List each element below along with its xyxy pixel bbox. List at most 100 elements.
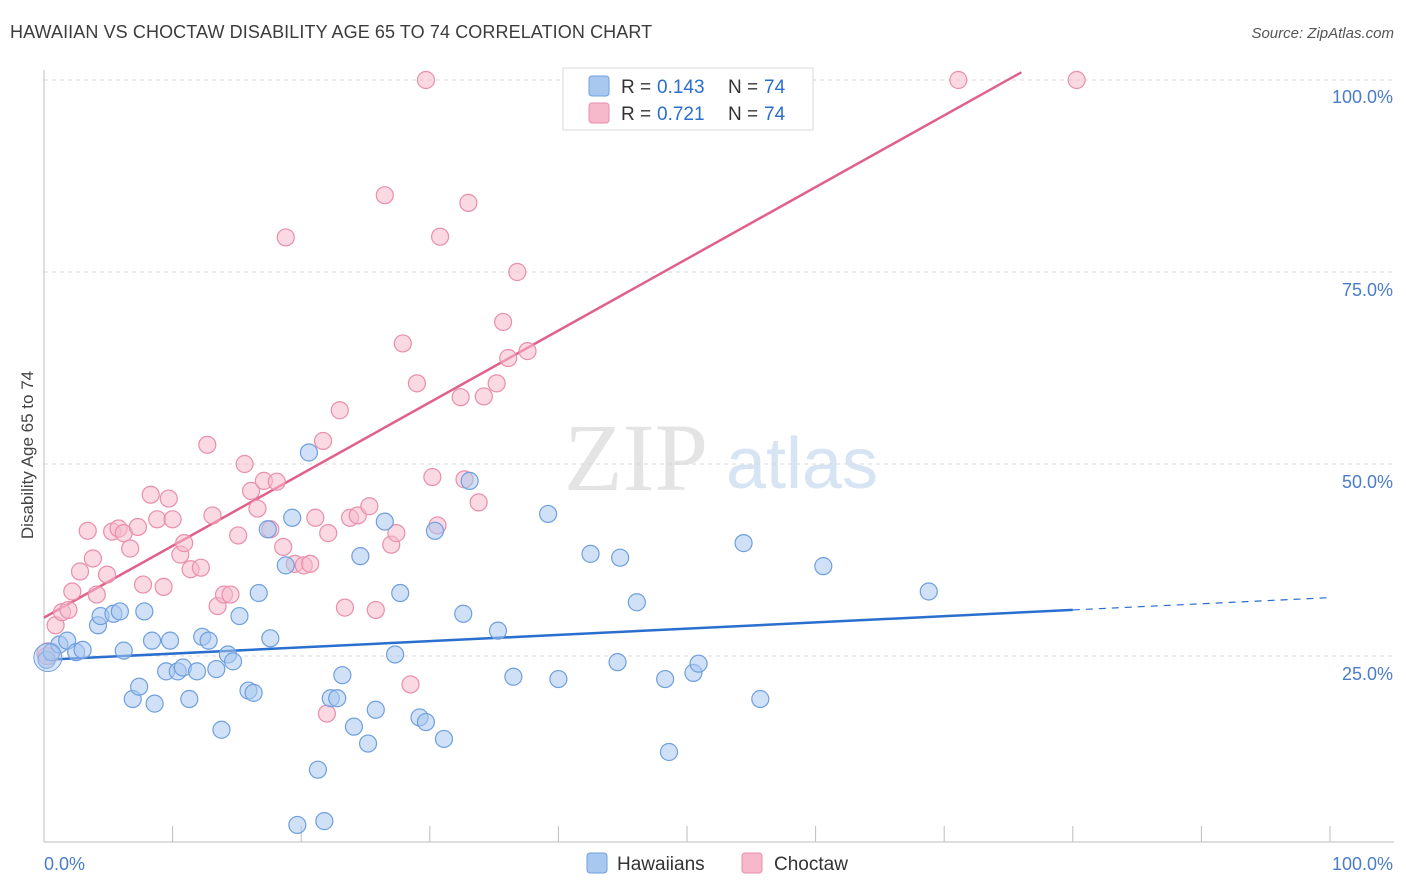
- hawaiian-point: [488, 621, 508, 640]
- hawaiian-point: [145, 694, 164, 713]
- choctaw-point: [83, 549, 102, 568]
- choctaw-point: [141, 485, 160, 504]
- hawaiian-point: [608, 653, 627, 672]
- choctaw-point: [366, 600, 385, 620]
- choctaw-point: [191, 558, 210, 577]
- hawaiian-point: [199, 631, 218, 650]
- choctaw-point: [401, 675, 420, 694]
- hawaiian-point: [160, 631, 180, 650]
- hawaiian-point: [212, 720, 231, 739]
- choctaw-point: [518, 342, 537, 361]
- hawaiian-point: [416, 712, 436, 732]
- hawaiian-points: [33, 443, 938, 835]
- chart-title: HAWAIIAN VS CHOCTAW DISABILITY AGE 65 TO…: [10, 22, 653, 42]
- legend-r-label: R =: [621, 104, 651, 125]
- hawaiian-point: [276, 556, 295, 575]
- choctaw-point: [163, 510, 182, 529]
- stats-legend: R = 0.143 N = 74 R = 0.721 N = 74: [562, 67, 814, 131]
- hawaiian-point: [539, 504, 558, 524]
- legend-r-label: R =: [621, 77, 651, 98]
- grid-layer: [44, 79, 1394, 657]
- bottom-legend-swatch-hawaiians: [586, 852, 608, 874]
- hawaiian-point: [328, 689, 347, 708]
- choctaw-point: [306, 508, 325, 527]
- hawaiian-point: [460, 471, 479, 490]
- choctaw-point: [274, 537, 293, 557]
- choctaw-point: [387, 524, 406, 543]
- choctaw-point: [221, 585, 240, 604]
- bottom-legend-hawaiians: Hawaiians: [617, 854, 705, 875]
- choctaw-point: [159, 489, 178, 508]
- choctaw-point: [154, 577, 173, 596]
- x-tick-label: 100.0%: [1332, 854, 1393, 874]
- choctaw-point: [203, 506, 222, 525]
- hawaiian-point: [73, 640, 92, 659]
- legend-swatch-hawaiians: [588, 75, 610, 97]
- hawaiian-point: [244, 683, 263, 702]
- choctaw-point: [335, 598, 355, 617]
- hawaiian-point: [391, 583, 410, 603]
- hawaiian-point: [627, 593, 646, 612]
- hawaiian-point: [351, 547, 370, 566]
- hawaiian-point: [114, 641, 133, 660]
- x-tick-label: 0.0%: [44, 854, 85, 874]
- choctaw-point: [407, 374, 427, 393]
- hawaiian-point: [187, 662, 207, 681]
- hawaiian-point: [180, 689, 199, 709]
- hawaiian-point: [656, 669, 675, 689]
- legend-r-value: 0.143: [657, 77, 705, 98]
- choctaw-point: [97, 565, 117, 584]
- y-tick-label: 25.0%: [1342, 664, 1393, 684]
- choctaw-point: [430, 227, 450, 246]
- choctaw-point: [267, 472, 286, 491]
- hawaiian-point: [659, 742, 679, 762]
- choctaw-point: [148, 510, 167, 529]
- choctaw-point: [63, 582, 82, 601]
- choctaw-point: [133, 575, 153, 594]
- series-legend: Hawaiians Choctaw: [586, 852, 848, 875]
- choctaw-point: [469, 493, 488, 512]
- hawaiian-point: [333, 666, 352, 685]
- trend-layer: [43, 71, 1331, 662]
- choctaw-point: [248, 499, 267, 518]
- y-tick-label: 100.0%: [1332, 87, 1393, 107]
- hawaiian-point: [223, 652, 243, 671]
- hawaiian-point: [135, 602, 154, 621]
- bottom-legend-swatch-choctaw: [741, 852, 763, 874]
- choctaw-point: [70, 562, 90, 581]
- y-tick-label: 75.0%: [1342, 280, 1393, 300]
- hawaiian-point: [454, 604, 473, 623]
- hawaiian-point: [581, 544, 600, 563]
- choctaw-point: [423, 467, 442, 487]
- hawaiian-trend-line: [43, 608, 1073, 662]
- hawaiian-point: [249, 583, 268, 603]
- choctaw-point: [451, 388, 470, 407]
- hawaiian-point: [751, 689, 770, 709]
- hawaiian-point: [261, 629, 280, 648]
- choctaw-point: [319, 524, 338, 543]
- hawaiian-point: [358, 734, 378, 753]
- hawaiian-point: [283, 508, 302, 527]
- choctaw-points: [36, 70, 1086, 723]
- choctaw-point: [317, 704, 337, 723]
- bottom-legend-choctaw: Choctaw: [774, 854, 848, 875]
- choctaw-point: [235, 454, 254, 474]
- hawaiian-point: [919, 582, 938, 601]
- choctaw-point: [393, 334, 412, 353]
- choctaw-point: [313, 431, 333, 451]
- legend-n-value: 74: [764, 104, 786, 125]
- choctaw-point: [487, 374, 506, 393]
- hawaiian-point: [549, 669, 568, 689]
- choctaw-point: [474, 387, 493, 406]
- hawaiian-point: [230, 606, 249, 626]
- hawaiian-point: [258, 520, 277, 539]
- hawaiian-point: [299, 443, 319, 462]
- hawaiian-point: [375, 512, 394, 531]
- choctaw-point: [301, 554, 320, 573]
- hawaiian-point: [288, 815, 307, 835]
- hawaiian-point: [130, 677, 149, 696]
- watermark-zip: ZIP: [564, 404, 708, 511]
- choctaw-point: [121, 539, 140, 558]
- hawaiian-point: [366, 700, 385, 719]
